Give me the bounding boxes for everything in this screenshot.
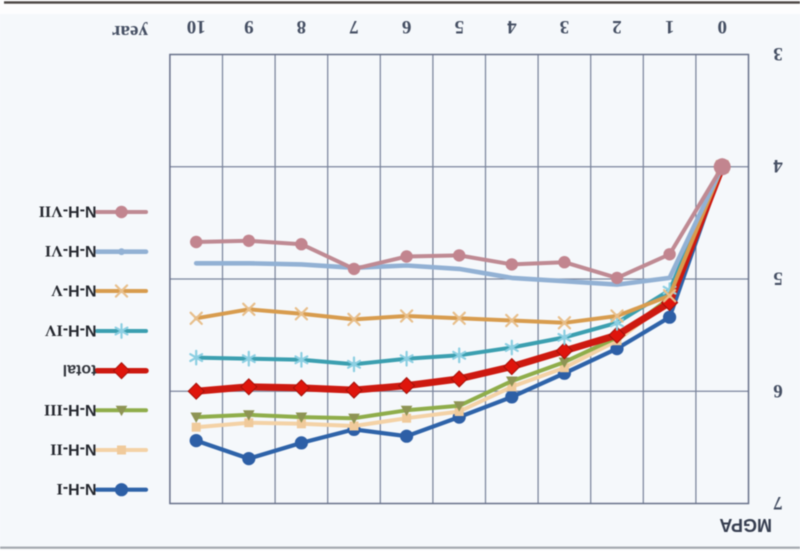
svg-text:N-H-II: N-H-II [50, 441, 96, 458]
svg-text:N-H-I: N-H-I [57, 480, 97, 497]
svg-text:N-H-VII: N-H-VII [39, 203, 97, 220]
svg-text:3: 3 [560, 16, 570, 37]
svg-text:year: year [112, 21, 148, 42]
svg-text:3: 3 [773, 43, 783, 64]
svg-text:N-H-V: N-H-V [51, 282, 97, 299]
svg-text:1: 1 [665, 16, 675, 37]
svg-text:2: 2 [612, 16, 622, 37]
svg-text:5: 5 [773, 268, 783, 289]
svg-text:0: 0 [717, 16, 727, 37]
svg-text:9: 9 [244, 16, 254, 37]
svg-text:5: 5 [454, 16, 464, 37]
svg-text:8: 8 [297, 16, 307, 37]
svg-text:6: 6 [402, 16, 412, 37]
svg-text:N-H-III: N-H-III [44, 401, 96, 418]
svg-text:total: total [63, 361, 97, 378]
svg-text:6: 6 [773, 380, 783, 401]
svg-text:N-H-VI: N-H-VI [45, 242, 97, 259]
svg-text:MGPA: MGPA [719, 515, 772, 535]
svg-text:4: 4 [507, 16, 517, 37]
svg-text:N-H-IV: N-H-IV [45, 322, 97, 339]
svg-text:4: 4 [773, 155, 783, 176]
svg-text:10: 10 [187, 16, 206, 37]
svg-text:7: 7 [349, 16, 359, 37]
svg-text:7: 7 [773, 492, 783, 513]
